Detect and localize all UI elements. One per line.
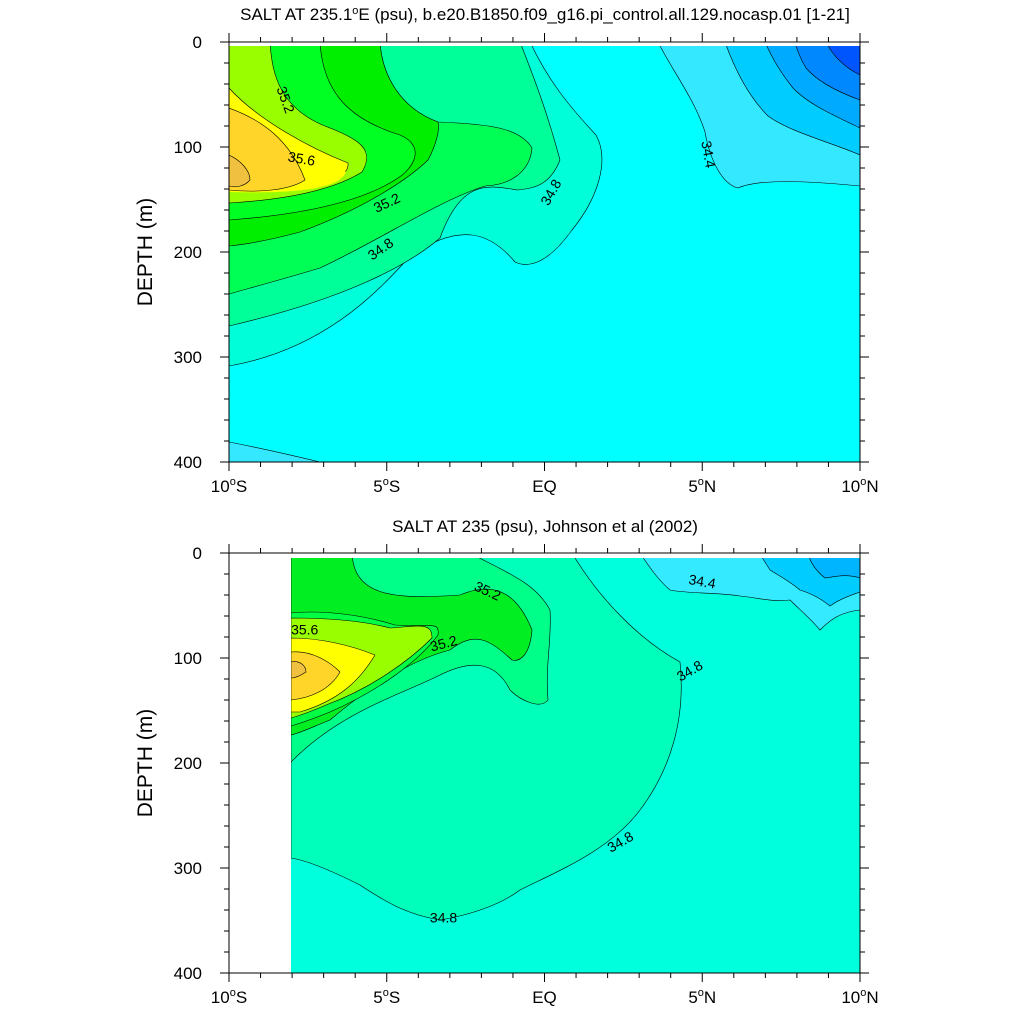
- panel-top: SALT AT 235.1oE (psu), b.e20.B1850.f09_g…: [134, 5, 879, 496]
- top-x-tick-label: 10oN: [841, 476, 878, 496]
- bottom-x-tick-label: EQ: [532, 988, 557, 1007]
- bottom-y-tick-label: 0: [193, 544, 202, 563]
- top-x-tick-label: 5oN: [688, 476, 716, 496]
- bottom-contour-label: 34.4: [687, 571, 717, 592]
- top-fill-33.6: [825, 42, 860, 76]
- bottom-contour-label: 35.2: [428, 632, 459, 655]
- bottom-y-axis-label: DEPTH (m): [134, 709, 157, 818]
- top-y-tick-label: 200: [174, 243, 202, 262]
- bottom-x-tick-label: 5oS: [373, 987, 400, 1007]
- top-y-tick-label: 400: [174, 453, 202, 472]
- bottom-ticks: 10oS 5oS EQ 5oN 10oN 0 100 200 300 400: [174, 544, 879, 1007]
- bottom-contour-label: 35.6: [291, 622, 318, 638]
- svg-text:34.4: 34.4: [698, 140, 719, 170]
- bottom-contour-label: 34.8: [430, 909, 457, 925]
- panel-bottom: SALT AT 235 (psu), Johnson et al (2002): [134, 517, 879, 1007]
- top-y-tick-label: 0: [193, 33, 202, 52]
- svg-text:35.2: 35.2: [428, 632, 459, 655]
- top-contour-label: 34.4: [698, 140, 719, 170]
- bottom-title: SALT AT 235 (psu), Johnson et al (2002): [392, 517, 698, 536]
- bottom-y-tick-label: 100: [174, 649, 202, 668]
- svg-text:34.4: 34.4: [687, 571, 717, 592]
- bottom-y-tick-label: 400: [174, 964, 202, 983]
- bottom-x-tick-label: 10oN: [841, 987, 878, 1007]
- top-contour-label: 35.6: [287, 148, 317, 169]
- bottom-contour-fills: [291, 553, 860, 973]
- top-x-tick-label: EQ: [532, 477, 557, 496]
- bottom-y-tick-label: 200: [174, 754, 202, 773]
- top-x-tick-label: 5oS: [373, 476, 400, 496]
- bottom-y-tick-label: 300: [174, 859, 202, 878]
- top-fill-35.8: [229, 107, 306, 192]
- top-title: SALT AT 235.1oE (psu), b.e20.B1850.f09_g…: [240, 5, 850, 24]
- top-contour-fills: [229, 42, 860, 462]
- top-y-axis-label: DEPTH (m): [134, 198, 157, 307]
- bottom-x-tick-label: 10oS: [211, 987, 247, 1007]
- bottom-fill-35.8: [291, 651, 341, 701]
- svg-text:35.6: 35.6: [291, 622, 318, 638]
- bottom-x-tick-label: 5oN: [688, 987, 716, 1007]
- top-y-tick-label: 300: [174, 348, 202, 367]
- svg-text:34.8: 34.8: [430, 909, 457, 925]
- top-y-tick-label: 100: [174, 138, 202, 157]
- top-x-tick-label: 10oS: [211, 476, 247, 496]
- top-ticks: 10oS 5oS EQ 5oN 10oN 0 100 200 300 400: [174, 33, 879, 496]
- svg-text:35.6: 35.6: [287, 148, 317, 169]
